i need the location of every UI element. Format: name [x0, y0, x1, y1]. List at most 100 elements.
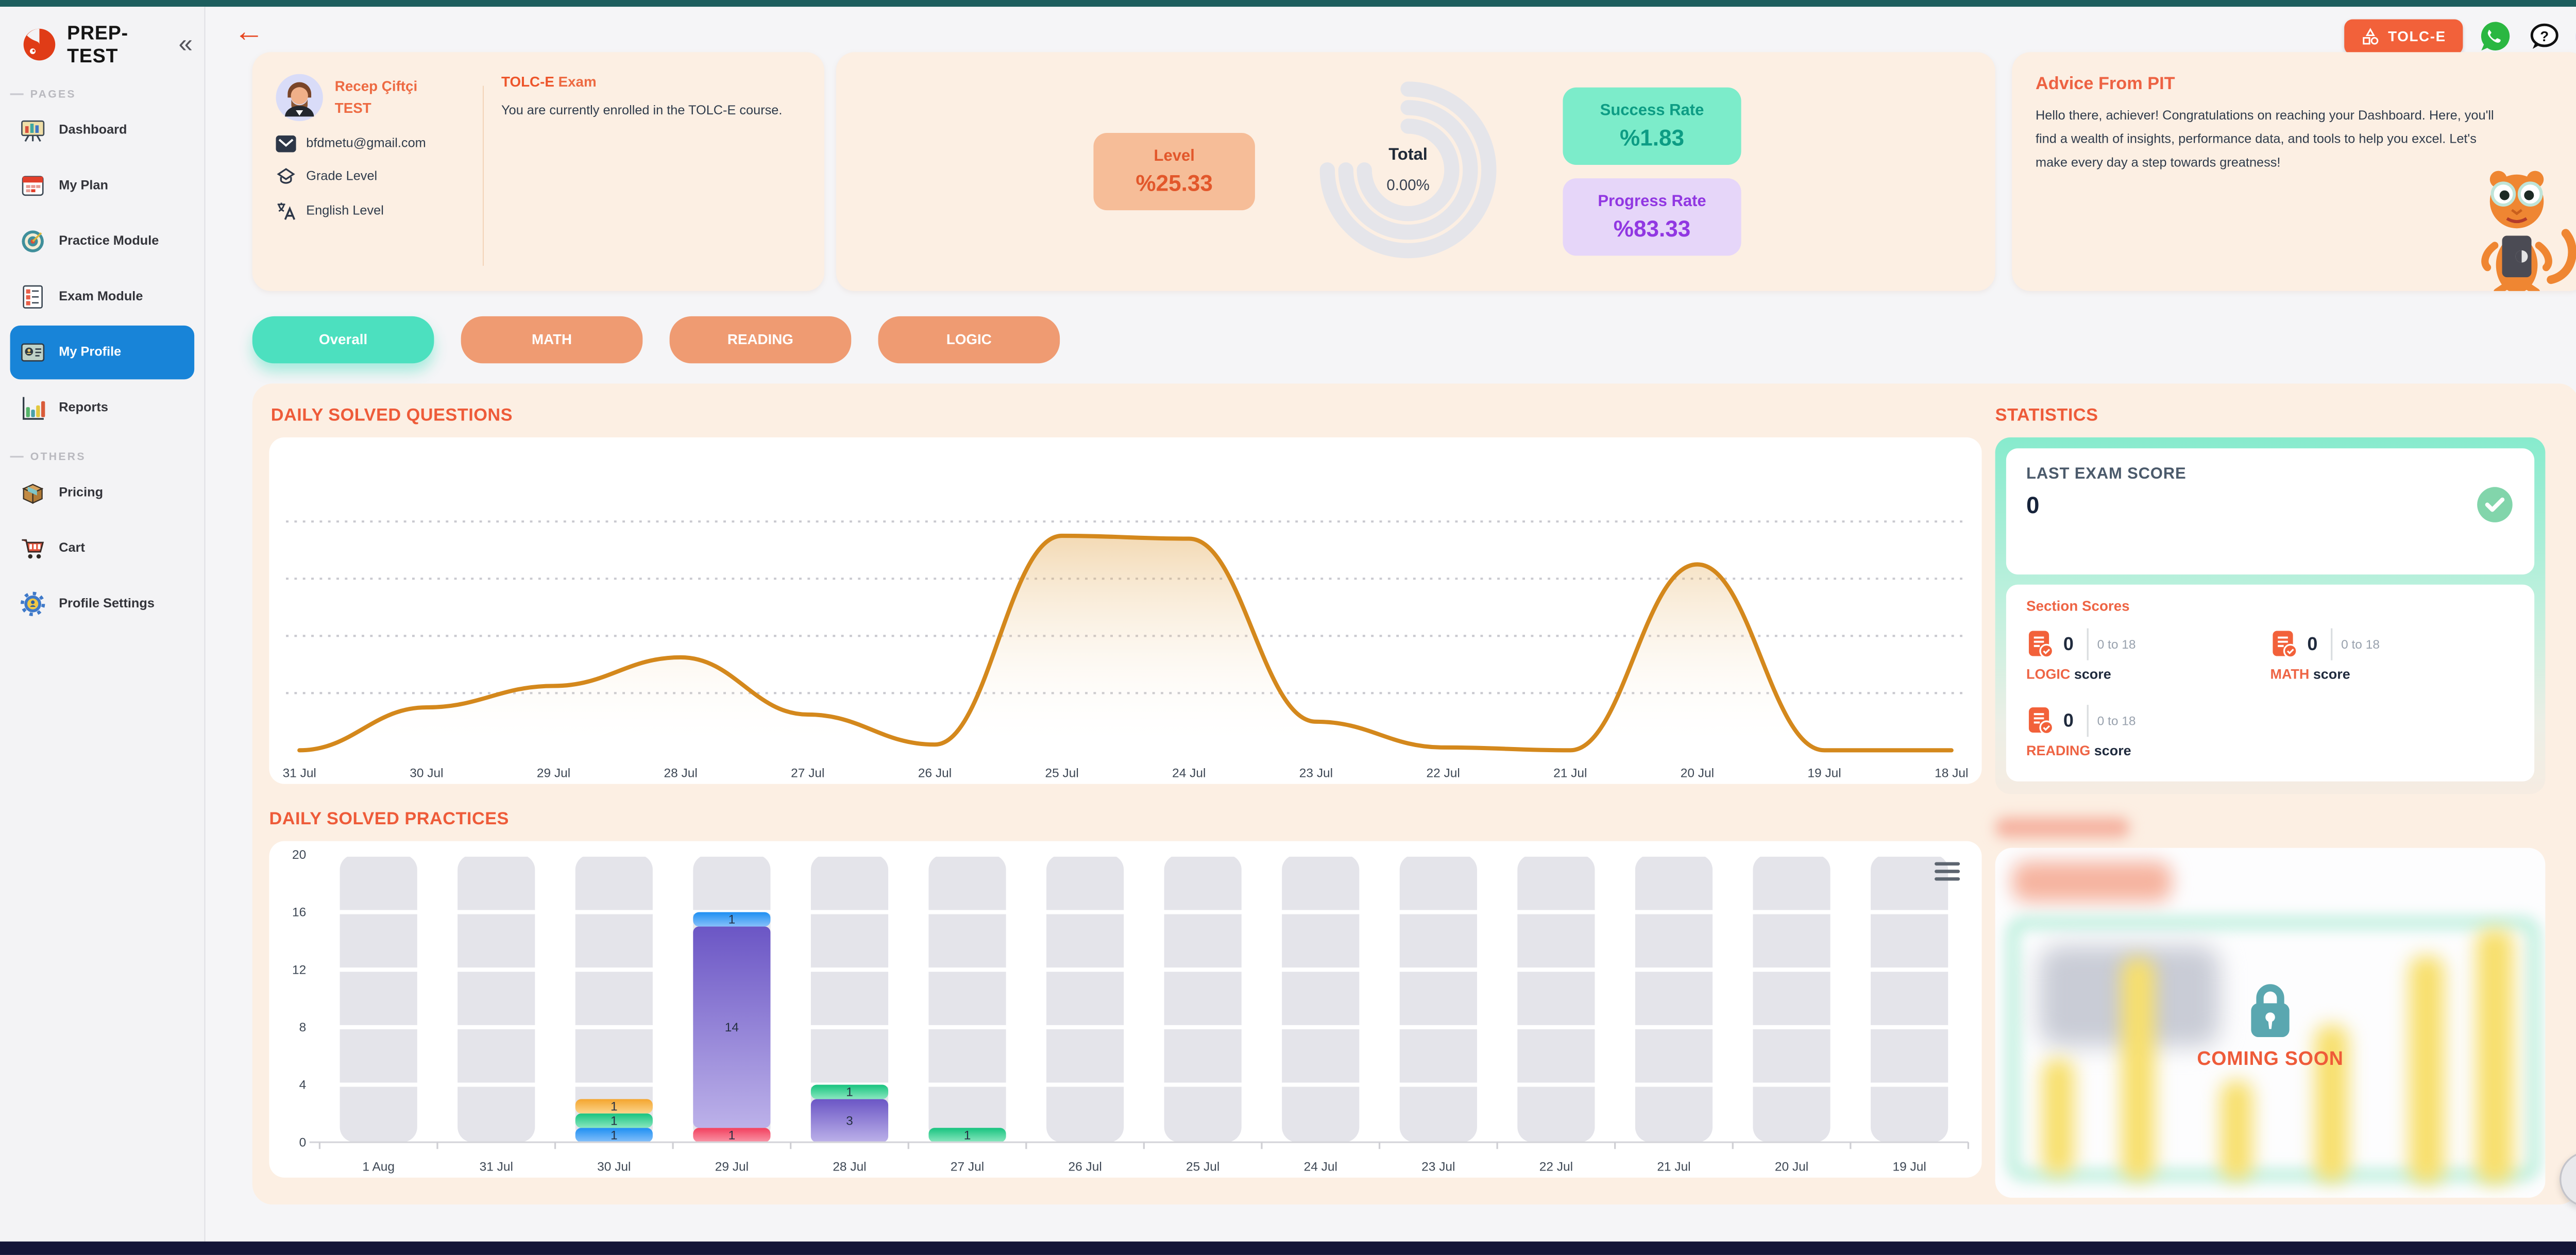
english-level-label: English Level [306, 203, 384, 218]
profile-avatar [276, 74, 323, 122]
blurred-bar [2409, 955, 2445, 1184]
tab-logic[interactable]: LOGIC [878, 316, 1060, 364]
daily-solved-practices-chart: 1 1 1 1 14 1 3 1 1 0 4 8 12 16 20 1 Aug 31 Jul 30 Jul 29 J… [269, 841, 1982, 1178]
sidebar-item-my-profile[interactable]: My Profile [10, 325, 195, 380]
svg-text:14: 14 [725, 1021, 739, 1034]
svg-text:16: 16 [292, 906, 306, 920]
sidebar: PREP-TEST « PAGES Dashboard My Plan Prac… [0, 7, 206, 1242]
progress-rate-badge: Progress Rate %83.33 [1563, 178, 1741, 256]
svg-text:26 Jul: 26 Jul [918, 767, 952, 781]
sidebar-item-practice-module[interactable]: Practice Module [10, 214, 195, 268]
nav-section-label-pages: PAGES [10, 88, 205, 100]
math-score-item: 0 0 to 18 MATH score [2270, 628, 2514, 683]
main-area: ← TOLC-E ? Recep Çiftçi [205, 7, 2576, 1242]
target-icon [22, 230, 44, 252]
svg-text:23 Jul: 23 Jul [1421, 1160, 1455, 1174]
profile-card-icon [21, 343, 45, 362]
line-chart-canvas[interactable]: 31 Jul 30 Jul 29 Jul 28 Jul 27 Jul 26 Jul 25 J… [269, 437, 1981, 784]
email-row: bfdmetu@gmail.com [276, 135, 481, 152]
document-check-icon [2028, 631, 2054, 658]
back-arrow-button[interactable]: ← [233, 13, 264, 48]
svg-text:19 Jul: 19 Jul [1807, 767, 1841, 781]
lock-icon [2251, 983, 2290, 1037]
blurred-bar [2042, 1058, 2075, 1176]
whatsapp-icon[interactable] [2477, 19, 2514, 56]
last-exam-score-value: 0 [2026, 492, 2040, 518]
daily-solved-practices-title: DAILY SOLVED PRACTICES [269, 809, 509, 829]
blurred-bar [2121, 957, 2155, 1181]
svg-text:8: 8 [299, 1021, 307, 1034]
tab-overall[interactable]: Overall [252, 316, 434, 364]
svg-text:4: 4 [299, 1078, 307, 1092]
svg-text:28 Jul: 28 Jul [833, 1160, 866, 1174]
calendar-icon [22, 176, 44, 196]
sidebar-item-my-plan[interactable]: My Plan [10, 159, 195, 213]
sidebar-collapse-icon[interactable]: « [178, 30, 193, 58]
brand-name: PREP-TEST [67, 22, 128, 66]
svg-text:27 Jul: 27 Jul [951, 1160, 984, 1174]
topbar-actions: TOLC-E ? [2344, 15, 2576, 59]
reports-chart-icon [23, 397, 45, 420]
svg-text:1: 1 [728, 1128, 736, 1142]
pricing-box-icon [22, 484, 44, 504]
svg-text:21 Jul: 21 Jul [1553, 767, 1587, 781]
svg-text:0: 0 [299, 1135, 307, 1149]
blurred-section-title [1995, 817, 2130, 838]
level-badge: Level %25.33 [1093, 132, 1255, 211]
email-icon [276, 135, 296, 152]
overview-stats-card: Level %25.33 Total 0.00% Success Rate [836, 52, 1995, 291]
shapes-icon [2363, 28, 2379, 45]
section-scores-title: Section Scores [2026, 598, 2130, 614]
dashboard-icon [21, 120, 45, 142]
top-edge-strip [0, 0, 2576, 7]
radial-gauge-tracks [1319, 81, 1497, 259]
settings-gear-icon [20, 591, 45, 616]
svg-text:1: 1 [846, 1086, 853, 1099]
mascot-face-icon [2569, 1162, 2576, 1196]
coming-soon-panel: COMING SOON [1995, 847, 2546, 1198]
enrolled-exam-title: TOLC-E Exam [501, 74, 597, 90]
sidebar-item-cart[interactable]: Cart [10, 521, 195, 575]
document-check-icon [2028, 707, 2054, 735]
advice-card: Advice From PIT Hello there, achiever! C… [2012, 52, 2576, 291]
tab-math[interactable]: MATH [461, 316, 643, 364]
svg-text:24 Jul: 24 Jul [1304, 1160, 1337, 1174]
gauge-title: Total [1388, 145, 1428, 164]
svg-text:1: 1 [611, 1100, 618, 1114]
svg-text:25 Jul: 25 Jul [1186, 1160, 1219, 1174]
content-panel: DAILY SOLVED QUESTIONS 31 Jul 30 Jul 29 Ju… [252, 383, 2576, 1205]
svg-text:1: 1 [964, 1128, 971, 1142]
reading-score-item: 0 0 to 18 READING score [2026, 705, 2270, 759]
coming-soon-label: COMING SOON [2197, 1046, 2344, 1069]
mascot-gecko-image [2481, 171, 2576, 291]
section-scores-card: Section Scores 0 0 to 18 LOGIC score [2006, 584, 2535, 782]
statistics-panel: LAST EXAM SCORE 0 Section Scores 0 [1995, 437, 2546, 794]
sidebar-item-profile-settings[interactable]: Profile Settings [10, 577, 195, 631]
sidebar-item-reports[interactable]: Reports [10, 381, 195, 435]
sidebar-item-exam-module[interactable]: Exam Module [10, 270, 195, 324]
advice-body: Hello there, achiever! Congratulations o… [2036, 108, 2494, 170]
svg-text:22 Jul: 22 Jul [1426, 767, 1460, 781]
last-exam-score-label: LAST EXAM SCORE [2026, 465, 2187, 483]
blurred-title-blob [2012, 861, 2172, 902]
svg-text:30 Jul: 30 Jul [410, 767, 443, 781]
svg-text:19 Jul: 19 Jul [1892, 1160, 1926, 1174]
svg-text:1: 1 [728, 913, 736, 927]
last-exam-score-card: LAST EXAM SCORE 0 [2006, 448, 2535, 575]
document-check-icon [2273, 631, 2298, 658]
help-chat-icon[interactable]: ? [2527, 20, 2562, 55]
sidebar-item-pricing[interactable]: Pricing [10, 466, 195, 519]
svg-text:24 Jul: 24 Jul [1172, 767, 1206, 781]
chart-menu-icon[interactable] [1935, 858, 1960, 885]
user-last-name: TEST [334, 99, 371, 116]
svg-text:20 Jul: 20 Jul [1775, 1160, 1808, 1174]
logic-score-item: 0 0 to 18 LOGIC score [2026, 628, 2270, 683]
nav-section-label-others: OTHERS [10, 450, 205, 463]
exam-switch-button[interactable]: TOLC-E [2344, 19, 2463, 55]
tab-reading[interactable]: READING [669, 316, 852, 364]
sidebar-item-dashboard[interactable]: Dashboard [10, 104, 195, 157]
advice-title: Advice From PIT [2036, 74, 2175, 94]
svg-text:1: 1 [611, 1128, 618, 1142]
